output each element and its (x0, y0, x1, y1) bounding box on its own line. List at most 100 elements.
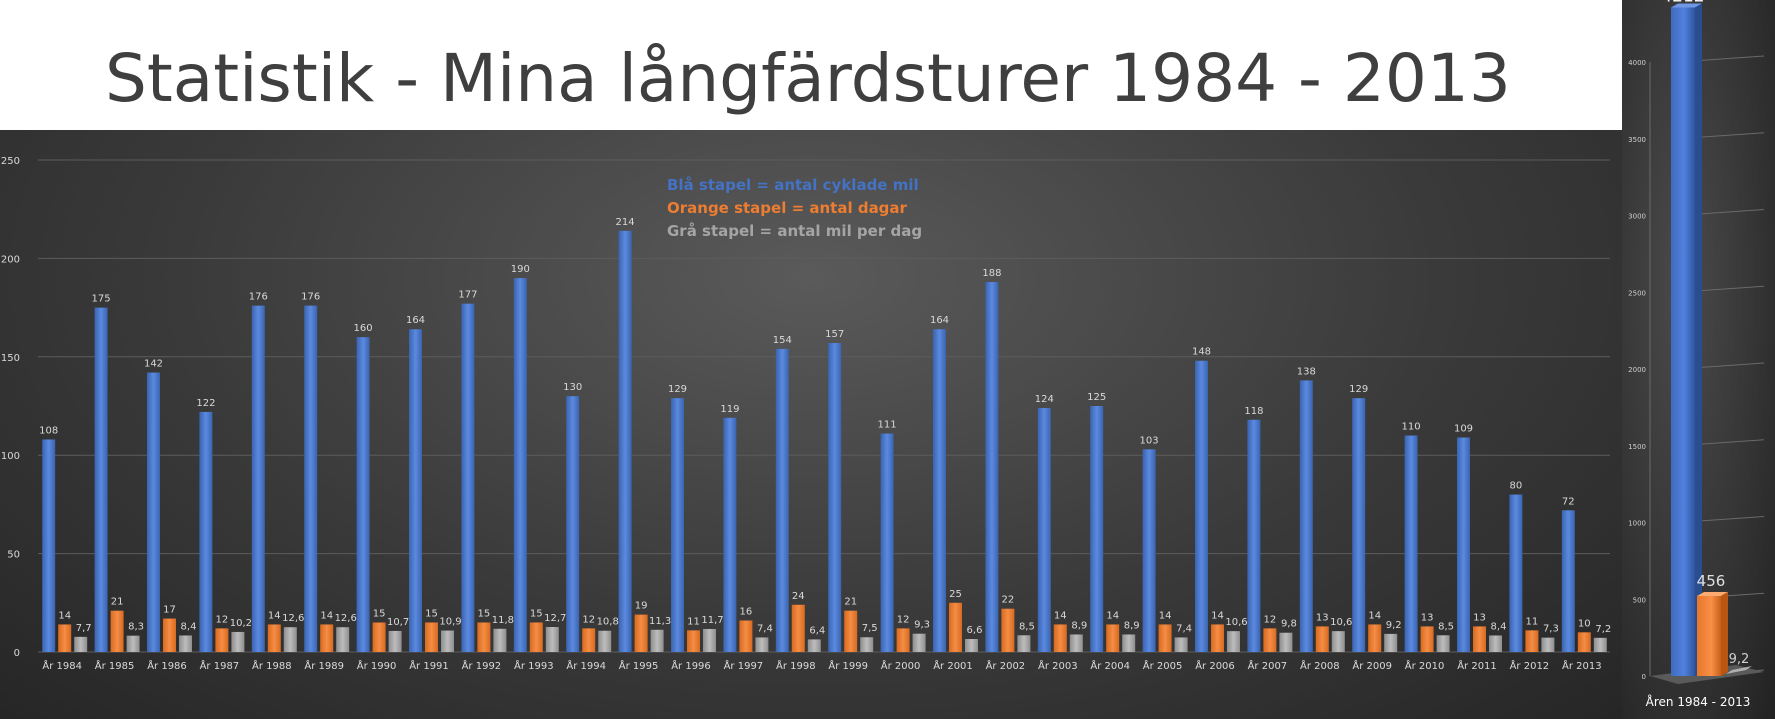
bar (912, 633, 926, 652)
bar (320, 624, 334, 652)
x-tick-label: År 1985 (95, 659, 135, 672)
data-label: 14 (1368, 610, 1381, 621)
data-label: 8,3 (128, 622, 144, 633)
bar (1053, 624, 1067, 652)
bar (1577, 632, 1591, 652)
data-label: 14 (1159, 610, 1172, 621)
bar (807, 639, 821, 652)
data-label: 10,6 (1225, 617, 1247, 628)
bar (739, 620, 753, 652)
bar (949, 602, 962, 652)
bar (791, 604, 805, 652)
bar (304, 305, 318, 652)
bar (1142, 449, 1156, 652)
data-label: 6,6 (967, 625, 983, 636)
bar-top-face (1671, 3, 1702, 8)
bar (110, 610, 124, 652)
bar (1037, 407, 1051, 652)
bar (94, 307, 108, 652)
summary-chart-panel: 0 500 1000 1500 2000 2500 3000 3500 4000 4212 456 9… (1622, 0, 1775, 719)
bar-side-face (1695, 3, 1702, 676)
data-label: 12,6 (282, 613, 304, 624)
data-label: 8,5 (1438, 621, 1454, 632)
data-label: 160 (354, 323, 373, 334)
x-tick-label: År 2000 (881, 659, 921, 672)
y-tick-label: 150 (1, 353, 20, 364)
x-tick-label: År 1996 (671, 659, 711, 672)
data-label: 8,5 (1019, 621, 1035, 632)
data-label: 15 (478, 608, 491, 619)
data-label: 7,4 (757, 623, 773, 634)
data-label: 176 (301, 292, 320, 303)
data-label: 122 (196, 398, 215, 409)
bar (1352, 398, 1366, 652)
y-tick-label: 50 (7, 550, 20, 561)
x-tick-label: År 1998 (776, 659, 816, 672)
data-label: 103 (1140, 435, 1159, 446)
bar (179, 635, 192, 652)
x-tick-label: År 1988 (252, 659, 292, 672)
data-label: 110 (1402, 422, 1421, 433)
data-label: 14 (58, 610, 71, 621)
data-label: 164 (930, 315, 949, 326)
data-label: 7,4 (1176, 623, 1192, 634)
x-tick-label: År 2006 (1195, 659, 1235, 672)
bar (493, 628, 507, 652)
x-tick-label: År 2012 (1510, 659, 1550, 672)
data-label: 10,7 (387, 617, 409, 628)
x-tick-label: År 1999 (828, 659, 868, 672)
y-tick-label: 3000 (1628, 213, 1646, 221)
bar (1279, 632, 1293, 652)
data-label: 14 (1211, 610, 1224, 621)
data-label: 14 (268, 610, 281, 621)
y-tick-label: 200 (1, 254, 20, 265)
data-label: 11 (687, 616, 700, 627)
data-label: 4212 (1661, 0, 1704, 6)
x-tick-label: År 1986 (147, 659, 187, 672)
data-label: 138 (1297, 366, 1316, 377)
bar (409, 329, 422, 652)
bar (1525, 630, 1539, 652)
bar (965, 639, 978, 652)
x-tick-label: År 2002 (986, 659, 1026, 672)
bar (126, 635, 140, 652)
data-label: 24 (792, 591, 805, 602)
data-label: 154 (773, 335, 792, 346)
bar (618, 230, 632, 652)
bar (1106, 624, 1120, 652)
data-label: 12,7 (544, 613, 566, 624)
bar (425, 622, 438, 652)
x-tick-label: År 1987 (200, 659, 240, 672)
bar (372, 622, 386, 652)
data-label: 175 (92, 294, 111, 305)
data-label: 10 (1578, 618, 1591, 629)
bar (755, 637, 769, 652)
y-tick-label: 250 (1, 156, 20, 167)
data-label: 12 (1264, 614, 1277, 625)
bar (1211, 624, 1224, 652)
data-label: 157 (825, 329, 844, 340)
x-tick-label: År 1991 (409, 659, 449, 672)
bar (896, 628, 910, 652)
data-label: 21 (111, 597, 124, 608)
bar (1509, 494, 1523, 652)
bar (1090, 406, 1104, 652)
bar (1174, 637, 1188, 652)
y-tick-label: 2000 (1628, 366, 1646, 374)
data-label: 456 (1697, 572, 1726, 590)
bar (1299, 380, 1313, 652)
bar (1195, 360, 1208, 652)
y-tick-label: 1500 (1628, 443, 1646, 451)
bar (703, 628, 716, 652)
legend-gray-entry: Grå stapel = antal mil per dag (667, 222, 923, 240)
bar (74, 636, 88, 652)
bar (1473, 626, 1486, 652)
bar (388, 630, 402, 652)
bar (1436, 635, 1450, 652)
data-label: 13 (1316, 612, 1329, 623)
bar (985, 282, 999, 652)
x-tick-label: År 2008 (1300, 659, 1340, 672)
data-label: 16 (740, 607, 753, 618)
data-label: 19 (635, 601, 648, 612)
bar (199, 411, 213, 652)
